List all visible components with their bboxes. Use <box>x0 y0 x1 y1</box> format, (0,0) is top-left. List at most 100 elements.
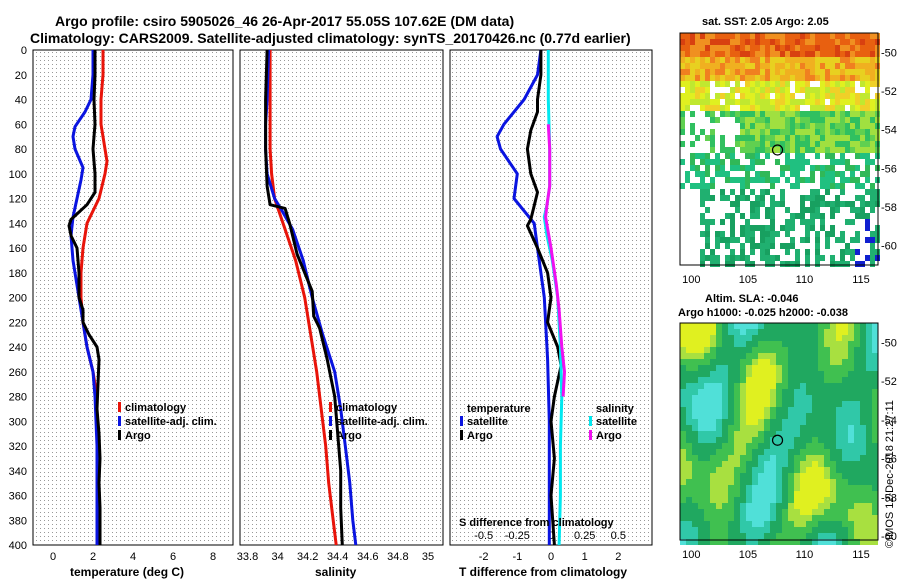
heatmap-cell <box>765 255 770 261</box>
heatmap-cell <box>740 213 745 219</box>
heatmap-cell <box>854 323 860 329</box>
heatmap-cell <box>785 207 790 213</box>
heatmap-cell <box>770 99 775 105</box>
heatmap-cell <box>860 539 866 545</box>
heatmap-cell <box>812 515 818 521</box>
heatmap-cell <box>812 473 818 479</box>
heatmap-cell <box>752 521 758 527</box>
heatmap-cell <box>842 491 848 497</box>
heatmap-cell <box>746 527 752 533</box>
heatmap-cell <box>710 159 715 165</box>
heatmap-cell <box>860 461 866 467</box>
heatmap-cell <box>698 515 704 521</box>
heatmap-cell <box>795 249 800 255</box>
depth-tick-label: 320 <box>9 441 27 453</box>
heatmap-cell <box>770 237 775 243</box>
heatmap-cell <box>805 225 810 231</box>
heatmap-cell <box>805 93 810 99</box>
heatmap-cell <box>824 515 830 521</box>
heatmap-cell <box>872 467 878 473</box>
heatmap-cell <box>770 135 775 141</box>
heatmap-cell <box>818 395 824 401</box>
heatmap-cell <box>734 419 740 425</box>
heatmap-cell <box>820 123 825 129</box>
heatmap-cell <box>866 431 872 437</box>
heatmap-cell <box>824 527 830 533</box>
heatmap-cell <box>810 225 815 231</box>
heatmap-cell <box>710 341 716 347</box>
heatmap-cell <box>790 99 795 105</box>
heatmap-cell <box>850 129 855 135</box>
heatmap-cell <box>870 57 875 63</box>
heatmap-cell <box>770 377 776 383</box>
heatmap-cell <box>758 407 764 413</box>
heatmap-cell <box>855 165 860 171</box>
heatmap-cell <box>710 261 715 267</box>
heatmap-cell <box>734 329 740 335</box>
heatmap-cell <box>700 39 705 45</box>
heatmap-cell <box>810 51 815 57</box>
heatmap-cell <box>794 419 800 425</box>
heatmap-cell <box>728 527 734 533</box>
heatmap-cell <box>810 171 815 177</box>
heatmap-cell <box>840 261 845 267</box>
heatmap-cell <box>830 425 836 431</box>
heatmap-cell <box>686 539 692 545</box>
heatmap-cell <box>680 69 685 75</box>
depth-tick-label: 60 <box>15 119 27 131</box>
heatmap-cell <box>745 105 750 111</box>
heatmap-cell <box>710 425 716 431</box>
heatmap-cell <box>825 141 830 147</box>
heatmap-cell <box>740 461 746 467</box>
heatmap-cell <box>760 243 765 249</box>
heatmap-cell <box>705 171 710 177</box>
heatmap-cell <box>746 503 752 509</box>
heatmap-cell <box>855 69 860 75</box>
sla-map: Altim. SLA: -0.046 Argo h1000: -0.025 h2… <box>678 293 897 561</box>
heatmap-cell <box>800 347 806 353</box>
heatmap-cell <box>776 443 782 449</box>
heatmap-cell <box>775 69 780 75</box>
heatmap-cell <box>686 407 692 413</box>
heatmap-cell <box>704 449 710 455</box>
heatmap-cell <box>765 213 770 219</box>
heatmap-cell <box>680 183 685 189</box>
heatmap-cell <box>812 497 818 503</box>
heatmap-cell <box>740 407 746 413</box>
heatmap-cell <box>820 111 825 117</box>
heatmap-cell <box>720 57 725 63</box>
heatmap-cell <box>788 533 794 539</box>
heatmap-cell <box>692 509 698 515</box>
heatmap-cell <box>725 57 730 63</box>
heatmap-cell <box>842 383 848 389</box>
heatmap-cell <box>812 353 818 359</box>
heatmap-cell <box>800 69 805 75</box>
heatmap-cell <box>735 87 740 93</box>
heatmap-cell <box>700 93 705 99</box>
heatmap-cell <box>812 395 818 401</box>
heatmap-cell <box>734 521 740 527</box>
heatmap-cell <box>765 231 770 237</box>
heatmap-cell <box>692 461 698 467</box>
heatmap-cell <box>872 533 878 539</box>
heatmap-cell <box>794 533 800 539</box>
heatmap-cell <box>765 141 770 147</box>
heatmap-cell <box>776 377 782 383</box>
heatmap-cell <box>750 177 755 183</box>
heatmap-cell <box>760 147 765 153</box>
heatmap-cell <box>770 177 775 183</box>
heatmap-cell <box>725 75 730 81</box>
heatmap-cell <box>815 207 820 213</box>
heatmap-cell <box>698 425 704 431</box>
heatmap-cell <box>760 189 765 195</box>
heatmap-cell <box>775 81 780 87</box>
heatmap-cell <box>836 419 842 425</box>
heatmap-cell <box>764 521 770 527</box>
heatmap-cell <box>810 201 815 207</box>
heatmap-cell <box>805 255 810 261</box>
heatmap-cell <box>830 231 835 237</box>
heatmap-cell <box>866 485 872 491</box>
heatmap-cell <box>692 395 698 401</box>
heatmap-cell <box>806 353 812 359</box>
sst-argo-location-marker <box>771 144 784 156</box>
